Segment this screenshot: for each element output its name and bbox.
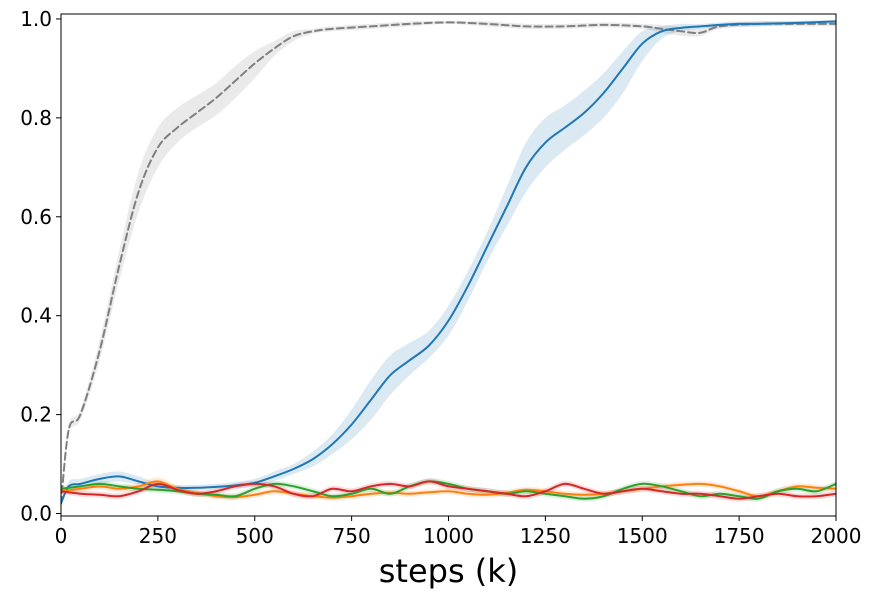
y-tick-label: 1.0 bbox=[20, 7, 52, 31]
x-tick-label: 1000 bbox=[423, 524, 474, 548]
plot-frame bbox=[60, 13, 837, 517]
y-tick-label: 0.2 bbox=[20, 403, 52, 427]
x-tick-label: 250 bbox=[139, 524, 177, 548]
series-2-line bbox=[61, 480, 836, 499]
series-0-line bbox=[61, 21, 836, 505]
y-tick-label: 0.6 bbox=[20, 205, 52, 229]
series-lines bbox=[61, 20, 836, 505]
axis-ticks: 0 250 500 750 1000 1250 1500 1750 2000 0.0 0.2 0.4 0… bbox=[20, 7, 861, 548]
x-axis-label: steps (k) bbox=[379, 552, 519, 590]
x-tick-label: 1750 bbox=[714, 524, 765, 548]
x-tick-label: 500 bbox=[236, 524, 274, 548]
x-tick-label: 1250 bbox=[520, 524, 571, 548]
y-tick-label: 0.4 bbox=[20, 304, 52, 328]
x-tick-label: 750 bbox=[333, 524, 371, 548]
y-tick-label: 0.8 bbox=[20, 106, 52, 130]
series-4-line bbox=[61, 480, 836, 500]
x-tick-label: 1500 bbox=[617, 524, 668, 548]
y-tick-label: 0.0 bbox=[20, 502, 52, 526]
x-tick-label: 2000 bbox=[811, 524, 862, 548]
x-tick-label: 0 bbox=[55, 524, 68, 548]
series-1-line bbox=[61, 20, 836, 505]
